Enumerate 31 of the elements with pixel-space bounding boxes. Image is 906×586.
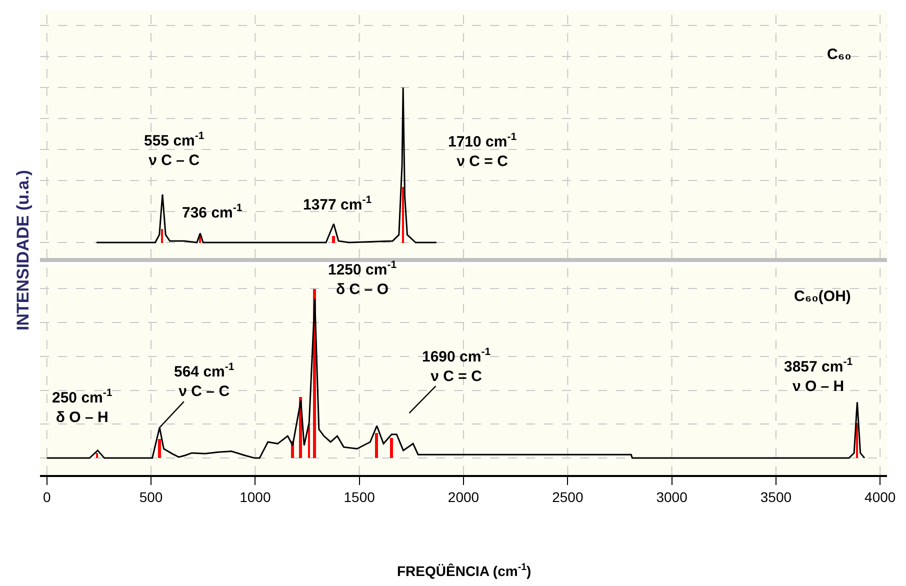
- annotation: 1690 cm$^{-1}$ ν C = C: [422, 346, 491, 385]
- x-tick-label: 1500: [344, 488, 376, 505]
- annotation: 555 cm$^{-1}$ ν C – C: [144, 130, 204, 169]
- x-tick-label: 4000: [864, 488, 896, 505]
- x-axis-title: FREQÜÊNCIA (cm$^{-1}$): [397, 562, 532, 579]
- x-tick-label: 2000: [448, 488, 480, 505]
- annotation: 3857 cm$^{-1}$ ν O – H: [784, 356, 853, 395]
- bar: [390, 438, 393, 458]
- bar: [161, 229, 163, 243]
- bar: [402, 187, 404, 243]
- x-tick-label: 1000: [240, 488, 271, 505]
- x-tick-label: 2500: [552, 488, 584, 505]
- annotation: 564 cm$^{-1}$ ν C – C: [174, 361, 234, 400]
- annotation: 1377 cm$^{-1}$: [303, 194, 372, 214]
- chart-title: C₆₀(OH): [794, 288, 851, 305]
- bar: [308, 424, 310, 458]
- annotation: 1710 cm$^{-1}$ ν C = C: [448, 131, 517, 170]
- annotation: 1250 cm$^{-1}$ δ C – O: [328, 259, 397, 298]
- bar: [158, 439, 161, 458]
- annotation: 736 cm$^{-1}$: [182, 202, 242, 222]
- annotation: 250 cm$^{-1}$ δ O – H: [52, 387, 112, 426]
- x-tick-label: 0: [42, 488, 51, 505]
- bar: [96, 453, 98, 458]
- y-axis-title: INTENSIDADE (u.a.): [14, 170, 32, 330]
- bar: [332, 236, 335, 243]
- chart-title: C₆₀: [827, 46, 852, 63]
- x-tick-label: 500: [139, 488, 163, 505]
- x-tick-label: 3000: [656, 488, 688, 505]
- x-tick-label: 3500: [760, 488, 792, 505]
- bar: [856, 423, 858, 458]
- bar: [375, 433, 378, 458]
